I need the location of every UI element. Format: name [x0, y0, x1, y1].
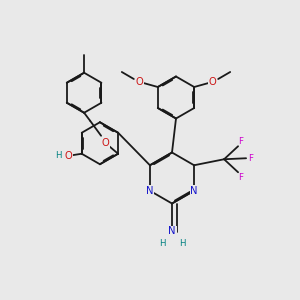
Text: O: O [65, 151, 73, 161]
Text: N: N [146, 186, 154, 196]
Text: O: O [208, 77, 216, 87]
Text: H: H [179, 239, 185, 248]
Text: H: H [56, 151, 62, 160]
Text: F: F [249, 154, 254, 163]
Text: N: N [168, 226, 176, 236]
Text: O: O [101, 138, 109, 148]
Text: N: N [190, 186, 198, 196]
Text: H: H [159, 239, 165, 248]
Text: F: F [238, 173, 244, 182]
Text: O: O [136, 77, 144, 87]
Text: F: F [238, 137, 244, 146]
